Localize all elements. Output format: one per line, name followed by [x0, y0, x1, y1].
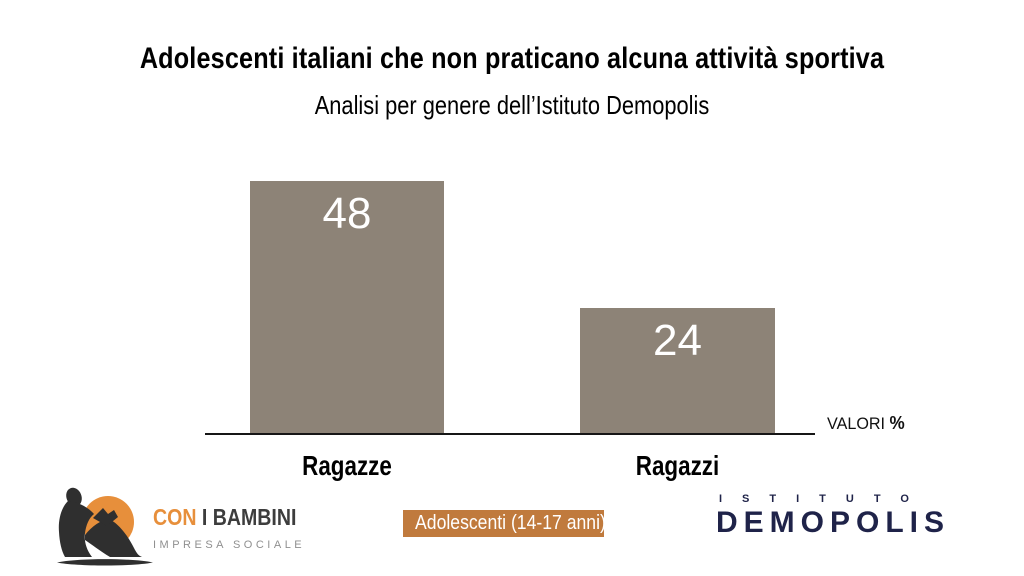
title-block: Adolescenti italiani che non praticano a… [0, 42, 1024, 121]
unit-label-text: VALORI [827, 414, 886, 433]
impresa-sociale-label: IMPRESA SOCIALE [153, 539, 306, 551]
demopolis-name-pre: DEM [716, 506, 801, 539]
bar-value-ragazzi: 24 [653, 316, 702, 365]
axis-unit-label: VALORI % [827, 413, 905, 434]
unit-percent-symbol: % [889, 413, 905, 433]
i-bambini-label: I BAMBINI [201, 504, 297, 530]
bar-ragazze: 48 [250, 181, 444, 435]
chart-title: Adolescenti italiani che non praticano a… [139, 42, 885, 75]
con-i-bambini-wordmark: CON I BAMBINI IMPRESA SOCIALE [153, 504, 322, 551]
age-group-badge-label: Adolescenti (14-17 anni) [415, 512, 606, 534]
con-i-bambini-name: CON I BAMBINI [153, 504, 296, 531]
chart-subtitle: Analisi per genere dell’Istituto Demopol… [314, 90, 710, 120]
demopolis-o-emblem: O [790, 497, 839, 546]
con-i-bambini-logo-icon [57, 487, 153, 566]
category-label-ragazzi: Ragazzi [635, 450, 720, 481]
category-label-ragazze: Ragazze [302, 450, 392, 481]
demopolis-logo: ISTITUTO DEM OPOLIS [716, 493, 951, 546]
demopolis-name-o: O [800, 506, 831, 539]
demopolis-wordmark: DEM OPOLIS [716, 497, 951, 546]
istituto-label: ISTITUTO [719, 493, 929, 505]
bar-ragazzi: 24 [580, 308, 775, 435]
age-group-badge: Adolescenti (14-17 anni) [403, 510, 606, 537]
demopolis-name-post: POLIS [830, 506, 951, 539]
bar-value-ragazze: 48 [322, 189, 372, 238]
x-axis-line [205, 433, 815, 435]
con-label: CON [153, 504, 197, 530]
